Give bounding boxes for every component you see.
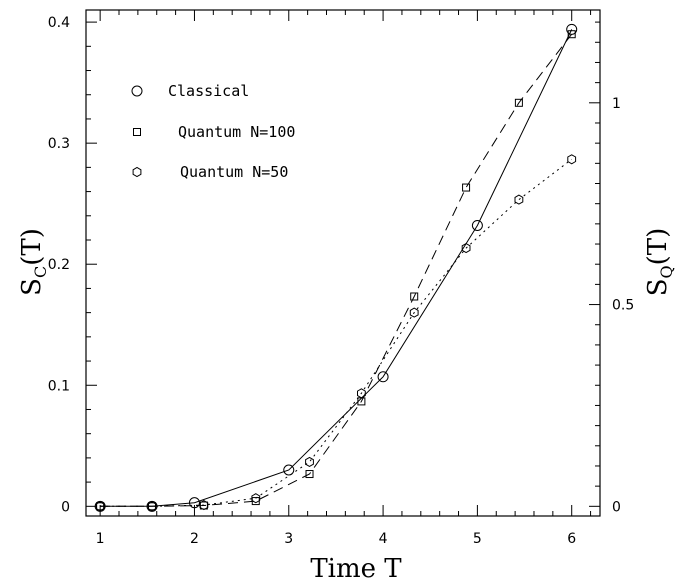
x-tick-label: 1 bbox=[96, 531, 105, 547]
x-tick-label: 2 bbox=[190, 531, 199, 547]
right-axis-title-main: S bbox=[643, 278, 673, 296]
left-axis-title-rest: (T) bbox=[17, 228, 47, 266]
data-point bbox=[199, 500, 209, 511]
y-left-tick-label: 0.4 bbox=[48, 15, 70, 31]
data-point bbox=[567, 30, 576, 39]
series-layer bbox=[94, 23, 578, 512]
data-point bbox=[462, 183, 471, 192]
x-tick-label: 4 bbox=[379, 531, 388, 547]
data-point bbox=[95, 501, 105, 512]
data-point bbox=[357, 388, 366, 399]
left-axis-title-main: S bbox=[17, 278, 47, 296]
left-axis-title: SC(T) bbox=[17, 228, 50, 296]
data-point bbox=[461, 243, 471, 254]
y-right-tick-label: 0.5 bbox=[612, 298, 634, 314]
legend-label: Classical bbox=[168, 82, 249, 100]
series-line bbox=[100, 33, 573, 507]
data-point bbox=[377, 371, 389, 383]
series-line bbox=[100, 29, 573, 507]
legend-marker bbox=[132, 166, 142, 178]
data-point bbox=[514, 194, 524, 205]
y-right-tick-label: 1 bbox=[612, 96, 621, 112]
data-point bbox=[514, 98, 523, 107]
data-point bbox=[305, 470, 314, 479]
plot-border bbox=[85, 9, 601, 517]
legend-marker bbox=[133, 128, 141, 136]
series-line bbox=[100, 158, 573, 507]
data-point bbox=[188, 497, 200, 509]
plot-frame bbox=[85, 9, 601, 517]
y-left-tick-label: 0 bbox=[61, 499, 70, 515]
legend-label: Quantum N=100 bbox=[178, 123, 295, 141]
y-left-tick-label: 0.2 bbox=[48, 257, 70, 273]
x-tick-label: 3 bbox=[284, 531, 293, 547]
series-hexagon bbox=[95, 154, 577, 512]
right-axis-title-sub: Q bbox=[657, 265, 676, 278]
x-axis-title: Time T bbox=[310, 554, 402, 584]
left-axis-title-sub: C bbox=[31, 266, 50, 278]
x-tick-label: 5 bbox=[473, 531, 482, 547]
svg-text:SC(T): SC(T) bbox=[17, 228, 50, 296]
legend: Classical Quantum N=100 Quantum N=50 bbox=[131, 82, 295, 181]
data-point bbox=[283, 464, 295, 476]
right-axis-title-rest: (T) bbox=[643, 228, 673, 266]
series-square bbox=[96, 30, 576, 511]
svg-text:SQ(T): SQ(T) bbox=[643, 228, 676, 297]
x-tick-label: 6 bbox=[567, 531, 576, 547]
data-point bbox=[410, 292, 419, 301]
data-point bbox=[471, 219, 483, 231]
legend-label: Quantum N=50 bbox=[180, 163, 288, 181]
y-left-tick-label: 0.1 bbox=[48, 378, 70, 394]
data-point bbox=[409, 307, 419, 318]
data-point bbox=[567, 154, 577, 165]
legend-marker bbox=[131, 85, 143, 97]
y-right-tick-label: 0 bbox=[612, 499, 621, 515]
y-left-tick-label: 0.3 bbox=[48, 136, 70, 152]
data-point bbox=[305, 456, 314, 467]
right-axis-title: SQ(T) bbox=[643, 228, 676, 297]
data-point bbox=[147, 501, 157, 512]
axis-ticks: 1 2 3 4 5 6 0 0.1 0.2 0.3 0.4 0 0.5 1 bbox=[48, 10, 634, 547]
data-point bbox=[251, 493, 261, 504]
